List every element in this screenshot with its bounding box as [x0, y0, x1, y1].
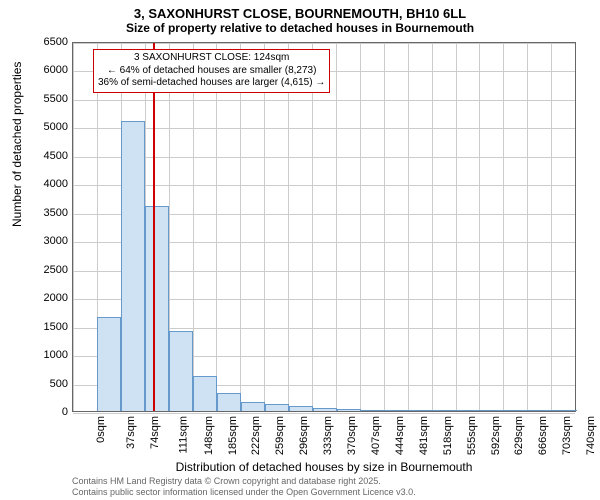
histogram-bar [385, 410, 409, 411]
gridline-vertical [432, 43, 433, 411]
gridline-horizontal [73, 128, 575, 129]
histogram-bar [289, 406, 313, 411]
x-tick-label: 74sqm [149, 416, 161, 449]
y-tick-label: 2000 [28, 292, 68, 304]
y-axis-label: Number of detached properties [10, 62, 24, 227]
annotation-line: 36% of semi-detached houses are larger (… [98, 77, 325, 90]
x-tick-label: 259sqm [274, 416, 286, 455]
x-axis-label: Distribution of detached houses by size … [72, 460, 576, 474]
annotation-line: ← 64% of detached houses are smaller (8,… [98, 65, 325, 78]
histogram-bar [529, 410, 553, 411]
gridline-vertical [456, 43, 457, 411]
gridline-vertical [312, 43, 313, 411]
y-tick-label: 5000 [28, 121, 68, 133]
footer-line-1: Contains HM Land Registry data © Crown c… [72, 476, 416, 487]
y-tick-label: 4500 [28, 150, 68, 162]
gridline-vertical [479, 43, 480, 411]
histogram-bar [121, 121, 145, 411]
y-tick-label: 500 [28, 378, 68, 390]
y-tick-label: 3500 [28, 207, 68, 219]
gridline-horizontal [73, 185, 575, 186]
x-tick-label: 333sqm [322, 416, 334, 455]
x-tick-label: 629sqm [514, 416, 526, 455]
gridline-horizontal [73, 100, 575, 101]
x-tick-label: 407sqm [370, 416, 382, 455]
histogram-bar [169, 331, 193, 411]
gridline-vertical [384, 43, 385, 411]
histogram-bar [433, 410, 457, 411]
x-tick-label: 148sqm [203, 416, 215, 455]
histogram-bar [193, 376, 217, 411]
histogram-bar [313, 408, 337, 411]
histogram-bar [409, 410, 433, 411]
histogram-bar [337, 409, 361, 411]
x-tick-label: 37sqm [125, 416, 137, 449]
histogram-bar [145, 206, 169, 411]
gridline-vertical [503, 43, 504, 411]
histogram-bar [457, 410, 481, 411]
gridline-vertical [408, 43, 409, 411]
x-tick-label: 555sqm [466, 416, 478, 455]
gridline-vertical [336, 43, 337, 411]
x-tick-label: 444sqm [394, 416, 406, 455]
y-tick-label: 3000 [28, 235, 68, 247]
histogram-bar [217, 393, 241, 411]
gridline-horizontal [73, 157, 575, 158]
x-tick-label: 481sqm [418, 416, 430, 455]
y-tick-label: 1000 [28, 349, 68, 361]
title-block: 3, SAXONHURST CLOSE, BOURNEMOUTH, BH10 6… [0, 0, 600, 35]
x-tick-label: 666sqm [537, 416, 549, 455]
y-tick-label: 4000 [28, 178, 68, 190]
footer-attribution: Contains HM Land Registry data © Crown c… [72, 476, 416, 498]
x-tick-label: 370sqm [346, 416, 358, 455]
y-tick-label: 0 [28, 406, 68, 418]
annotation-line: 3 SAXONHURST CLOSE: 124sqm [98, 52, 325, 65]
histogram-bar [361, 410, 385, 411]
property-marker-line [153, 43, 155, 411]
x-tick-label: 592sqm [490, 416, 502, 455]
histogram-bar [505, 410, 529, 411]
histogram-bar [265, 404, 289, 411]
gridline-vertical [527, 43, 528, 411]
x-tick-label: 518sqm [442, 416, 454, 455]
gridline-vertical [264, 43, 265, 411]
gridline-vertical [240, 43, 241, 411]
x-tick-label: 740sqm [585, 416, 597, 455]
gridline-horizontal [73, 413, 575, 414]
chart-title: 3, SAXONHURST CLOSE, BOURNEMOUTH, BH10 6… [0, 6, 600, 21]
x-tick-label: 0sqm [95, 416, 107, 443]
y-tick-label: 5500 [28, 93, 68, 105]
x-tick-label: 185sqm [227, 416, 239, 455]
x-tick-label: 222sqm [251, 416, 263, 455]
histogram-bar [97, 317, 121, 411]
y-tick-label: 6000 [28, 64, 68, 76]
gridline-vertical [216, 43, 217, 411]
gridline-vertical [73, 43, 74, 411]
y-tick-label: 1500 [28, 321, 68, 333]
y-tick-label: 6500 [28, 36, 68, 48]
gridline-horizontal [73, 43, 575, 44]
x-tick-label: 111sqm [177, 416, 189, 454]
y-tick-label: 2500 [28, 264, 68, 276]
chart-subtitle: Size of property relative to detached ho… [0, 21, 600, 35]
footer-line-2: Contains public sector information licen… [72, 487, 416, 498]
histogram-bar [481, 410, 505, 411]
annotation-callout: 3 SAXONHURST CLOSE: 124sqm← 64% of detac… [93, 49, 330, 93]
gridline-vertical [551, 43, 552, 411]
gridline-vertical [360, 43, 361, 411]
histogram-bar [553, 410, 577, 411]
chart-plot-area: 3 SAXONHURST CLOSE: 124sqm← 64% of detac… [72, 42, 576, 412]
x-tick-label: 703sqm [561, 416, 573, 455]
x-tick-label: 296sqm [298, 416, 310, 455]
gridline-vertical [288, 43, 289, 411]
histogram-bar [241, 402, 265, 411]
